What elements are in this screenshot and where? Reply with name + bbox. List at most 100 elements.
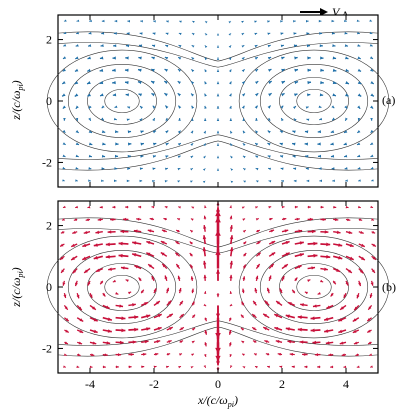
vector-head-a-162 xyxy=(204,81,208,85)
vector-head-b-109 xyxy=(147,229,152,233)
vector-head-b-88 xyxy=(146,314,151,319)
vector-head-b-30 xyxy=(92,341,97,345)
vector-head-b-35 xyxy=(87,282,91,286)
contour-a-1-2 xyxy=(259,64,369,138)
vector-head-a-12 xyxy=(63,31,67,35)
vector-head-b-193 xyxy=(229,225,233,229)
vector-head-b-341 xyxy=(368,306,372,310)
vector-head-b-239 xyxy=(277,352,281,356)
vector-head-a-152 xyxy=(191,33,195,36)
vector-head-a-325 xyxy=(357,117,361,121)
vector-head-a-244 xyxy=(281,81,285,85)
vector-head-b-47 xyxy=(105,305,110,309)
vector-head-a-86 xyxy=(140,154,144,158)
vector-head-a-241 xyxy=(281,118,284,122)
vector-head-b-160 xyxy=(203,291,207,294)
contour-b-1-2 xyxy=(259,250,369,324)
vector-head-b-282 xyxy=(312,340,317,345)
vector-head-a-346 xyxy=(369,31,373,35)
vector-head-b-51 xyxy=(93,255,98,260)
vector-head-a-211 xyxy=(255,143,259,146)
vector-head-a-223 xyxy=(268,167,272,171)
vector-head-a-112 xyxy=(164,180,168,183)
vector-head-b-86 xyxy=(144,340,149,344)
vector-head-a-113 xyxy=(164,167,168,171)
vector-head-a-156 xyxy=(203,155,206,159)
vector-head-a-75 xyxy=(126,118,130,122)
vector-head-a-257 xyxy=(293,93,298,97)
vector-head-a-287 xyxy=(320,68,324,72)
vector-head-b-242 xyxy=(274,314,279,318)
vector-head-a-178 xyxy=(216,45,220,48)
vector-head-b-295 xyxy=(328,353,332,357)
vector-head-a-190 xyxy=(228,57,232,61)
vector-head-a-233 xyxy=(267,44,271,48)
vector-head-b-107 xyxy=(146,252,151,256)
vector-head-a-326 xyxy=(357,105,361,109)
vector-head-a-43 xyxy=(101,167,105,170)
vector-head-b-303 xyxy=(338,255,343,260)
vector-head-b-129 xyxy=(180,327,184,331)
vector-head-a-13 xyxy=(63,19,67,22)
vector-head-b-87 xyxy=(146,327,151,331)
vector-head-b-241 xyxy=(274,327,279,331)
vector-head-b-64 xyxy=(108,267,112,271)
vector-head-b-349 xyxy=(370,205,374,209)
vector-head-b-32 xyxy=(93,318,98,322)
vector-head-b-265 xyxy=(294,205,298,209)
vector-head-a-314 xyxy=(345,81,349,84)
panel-label-b: (b) xyxy=(382,280,396,294)
vector-head-a-306 xyxy=(345,179,348,182)
vector-head-a-231 xyxy=(268,69,272,72)
vector-head-b-233 xyxy=(271,252,276,256)
vector-head-b-220 xyxy=(257,241,261,245)
vector-head-a-17 xyxy=(75,142,79,145)
vector-head-b-10 xyxy=(60,243,64,247)
vector-head-a-15 xyxy=(75,166,79,170)
vector-head-a-266 xyxy=(305,154,309,158)
vector-head-a-100 xyxy=(152,155,156,158)
vector-head-a-118 xyxy=(165,105,169,109)
vector-head-a-41 xyxy=(89,19,92,23)
vector-head-b-201 xyxy=(241,301,245,305)
vector-head-a-167 xyxy=(205,21,208,24)
vector-head-a-229 xyxy=(268,93,272,97)
vector-head-a-182 xyxy=(230,155,233,159)
vector-head-b-263 xyxy=(298,229,303,233)
vector-head-a-39 xyxy=(88,44,92,47)
vector-head-a-117 xyxy=(165,117,168,121)
vector-head-b-169 xyxy=(216,361,220,366)
vector-head-a-226 xyxy=(267,130,271,134)
ylabel-b-text: z/(c/ω xyxy=(9,278,23,308)
vector-head-b-334 xyxy=(359,218,363,221)
vector-head-a-330 xyxy=(357,56,361,59)
vector-head-b-155 xyxy=(203,353,207,357)
vector-head-b-134 xyxy=(176,263,180,268)
vector-head-a-262 xyxy=(293,32,297,35)
contour-a-0-2 xyxy=(67,64,177,138)
vector-head-b-92 xyxy=(134,265,139,269)
vector-head-a-68 xyxy=(113,32,117,35)
vector-head-b-255 xyxy=(285,327,290,331)
vector-head-b-292 xyxy=(322,217,326,222)
vector-head-b-226 xyxy=(264,340,268,344)
panel-b: -4 -2 0 2 4 -2 0 2 xyxy=(42,200,390,391)
vector-head-b-291 xyxy=(324,230,329,234)
vector-head-b-144 xyxy=(192,314,196,318)
vector-head-a-85 xyxy=(139,167,143,171)
vector-head-a-14 xyxy=(75,179,78,182)
vector-head-b-184 xyxy=(229,343,232,347)
vector-head-a-215 xyxy=(254,93,259,97)
vector-head-b-152 xyxy=(190,218,194,221)
vector-head-a-281 xyxy=(317,142,321,146)
vector-head-b-217 xyxy=(255,275,259,280)
vector-head-b-288 xyxy=(324,267,328,271)
vector-head-b-153 xyxy=(191,206,195,209)
vector-head-a-151 xyxy=(191,45,195,48)
vector-head-a-194 xyxy=(243,180,246,183)
vector-head-a-188 xyxy=(228,81,232,85)
vector-head-b-55 xyxy=(99,205,103,209)
vector-head-a-236 xyxy=(281,179,284,183)
vector-head-b-127 xyxy=(179,353,182,356)
vector-head-b-57 xyxy=(117,353,122,357)
